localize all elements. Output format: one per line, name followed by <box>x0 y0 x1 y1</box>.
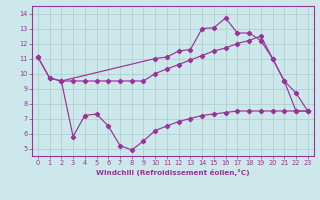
X-axis label: Windchill (Refroidissement éolien,°C): Windchill (Refroidissement éolien,°C) <box>96 169 250 176</box>
